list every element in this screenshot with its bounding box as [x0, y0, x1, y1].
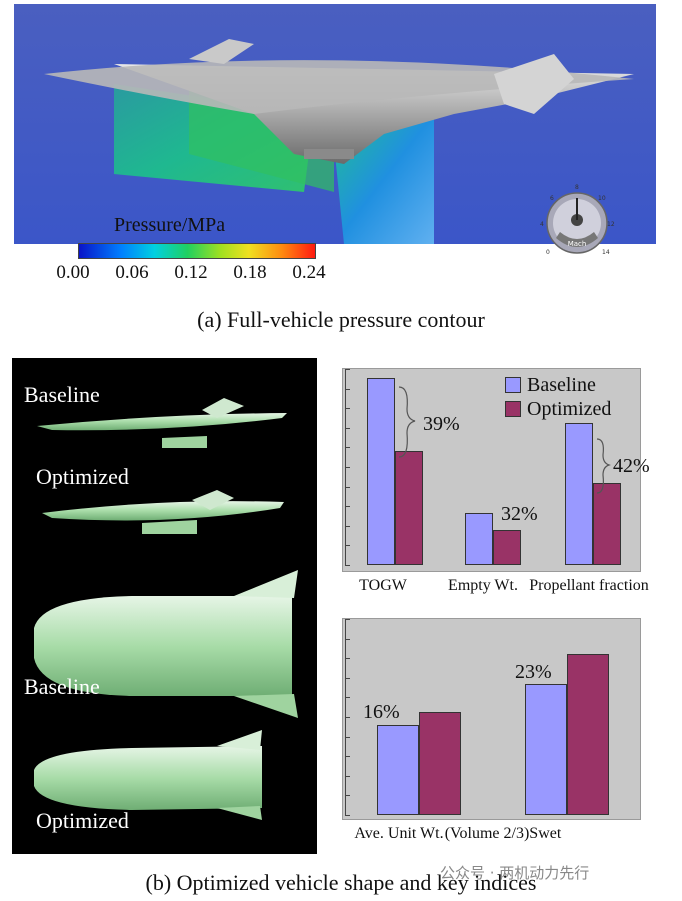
colorbar-tick: 0.06: [115, 262, 149, 283]
y-axis-tick: [345, 795, 350, 796]
y-axis-tick: [345, 506, 350, 507]
change-brackets: [398, 386, 611, 494]
y-axis-tick: [345, 545, 350, 546]
bar-optimized: [493, 529, 521, 565]
mach-gauge-icon: Mach 0 4 6 8 10 12 14: [540, 184, 615, 256]
mach-tick: 14: [602, 249, 610, 256]
mach-tick: 12: [607, 221, 615, 228]
pressure-contour-image: [14, 4, 656, 244]
y-axis-tick: [345, 815, 350, 816]
vehicle-shapes-image: [34, 398, 298, 820]
colorbar-tick: 0.18: [233, 262, 267, 283]
mach-label: Mach: [568, 240, 587, 248]
y-axis-tick: [345, 776, 350, 777]
bar-optimized: [395, 451, 423, 565]
change-percent-label: 42%: [613, 455, 650, 477]
y-axis-tick: [345, 369, 350, 370]
legend-title: Pressure/MPa: [114, 214, 226, 236]
y-axis-tick: [345, 487, 350, 488]
y-axis-tick: [345, 619, 350, 620]
y-axis-tick: [345, 639, 350, 640]
watermark: 公众号 · 两机动力先行: [440, 864, 590, 882]
x-tick-label: Ave. Unit Wt.: [354, 825, 444, 842]
legend-swatch: [505, 401, 521, 417]
legend-swatch: [505, 377, 521, 393]
mach-tick: 4: [540, 221, 544, 228]
bar-baseline: [367, 378, 395, 565]
mach-tick: 10: [598, 195, 606, 202]
bracket: [398, 386, 416, 458]
baseline-top-label: Baseline: [24, 674, 100, 699]
y-axis-tick: [345, 467, 350, 468]
change-percent-label: 23%: [515, 661, 552, 683]
y-axis-tick: [345, 447, 350, 448]
colorbar-tick: 0.24: [292, 262, 326, 283]
y-axis-tick: [345, 697, 350, 698]
y-axis-tick: [345, 565, 350, 566]
legend-item: Optimized: [505, 397, 611, 421]
legend-label: Optimized: [527, 397, 612, 420]
pressure-contour-panel: Pressure/MPa 0.00 0.06 0.12 0.18 0.24 Ma…: [14, 4, 656, 290]
y-axis-tick: [345, 389, 350, 390]
optimized-side-label: Optimized: [36, 464, 129, 489]
y-axis-tick: [345, 737, 350, 738]
chart-legend: Baseline Optimized: [505, 373, 611, 421]
bracket: [596, 438, 611, 494]
y-axis-tick: [345, 526, 350, 527]
y-axis-tick: [345, 658, 350, 659]
pressure-colorbar: [78, 243, 316, 259]
bar-baseline: [565, 423, 593, 565]
mach-tick: 6: [550, 195, 554, 202]
efficiency-chart: Ave. Unit Wt. (Volume 2/3)Swet 16% 23%: [342, 618, 641, 842]
change-percent-label: 32%: [501, 503, 538, 525]
x-tick-label: TOGW: [359, 577, 407, 594]
x-tick-label: Propellant fraction: [529, 577, 649, 594]
bar-baseline: [465, 512, 493, 565]
weight-chart: TOGW Empty Wt. Propellant fraction 39% 32% 42…: [342, 368, 650, 594]
caption-b: (b) Optimized vehicle shape and key indi…: [145, 870, 537, 895]
change-percent-label: 16%: [363, 701, 400, 723]
legend-label: Baseline: [527, 373, 596, 396]
change-percent-label: 39%: [423, 413, 460, 435]
y-axis-tick: [345, 756, 350, 757]
y-axis-tick: [345, 717, 350, 718]
bar-baseline: [377, 725, 419, 815]
colorbar-tick: 0.00: [56, 262, 90, 283]
y-axis-tick: [345, 428, 350, 429]
caption-a: (a) Full-vehicle pressure contour: [197, 307, 485, 332]
bar-baseline: [525, 684, 567, 815]
colorbar-tick: 0.12: [174, 262, 208, 283]
x-tick-label: Empty Wt.: [448, 577, 518, 594]
y-axis-tick: [345, 678, 350, 679]
optimized-top-label: Optimized: [36, 808, 129, 833]
bar-optimized: [593, 482, 621, 565]
bar-optimized: [419, 712, 461, 815]
baseline-side-label: Baseline: [24, 382, 100, 407]
legend-item: Baseline: [505, 373, 611, 397]
mach-tick: 8: [575, 184, 579, 191]
mach-tick: 0: [546, 249, 550, 256]
bar-optimized: [567, 654, 609, 815]
x-tick-label: (Volume 2/3)Swet: [444, 825, 562, 842]
vehicle-shapes-panel: Baseline Optimized Baseline Optimized: [12, 358, 317, 854]
y-axis-tick: [345, 408, 350, 409]
